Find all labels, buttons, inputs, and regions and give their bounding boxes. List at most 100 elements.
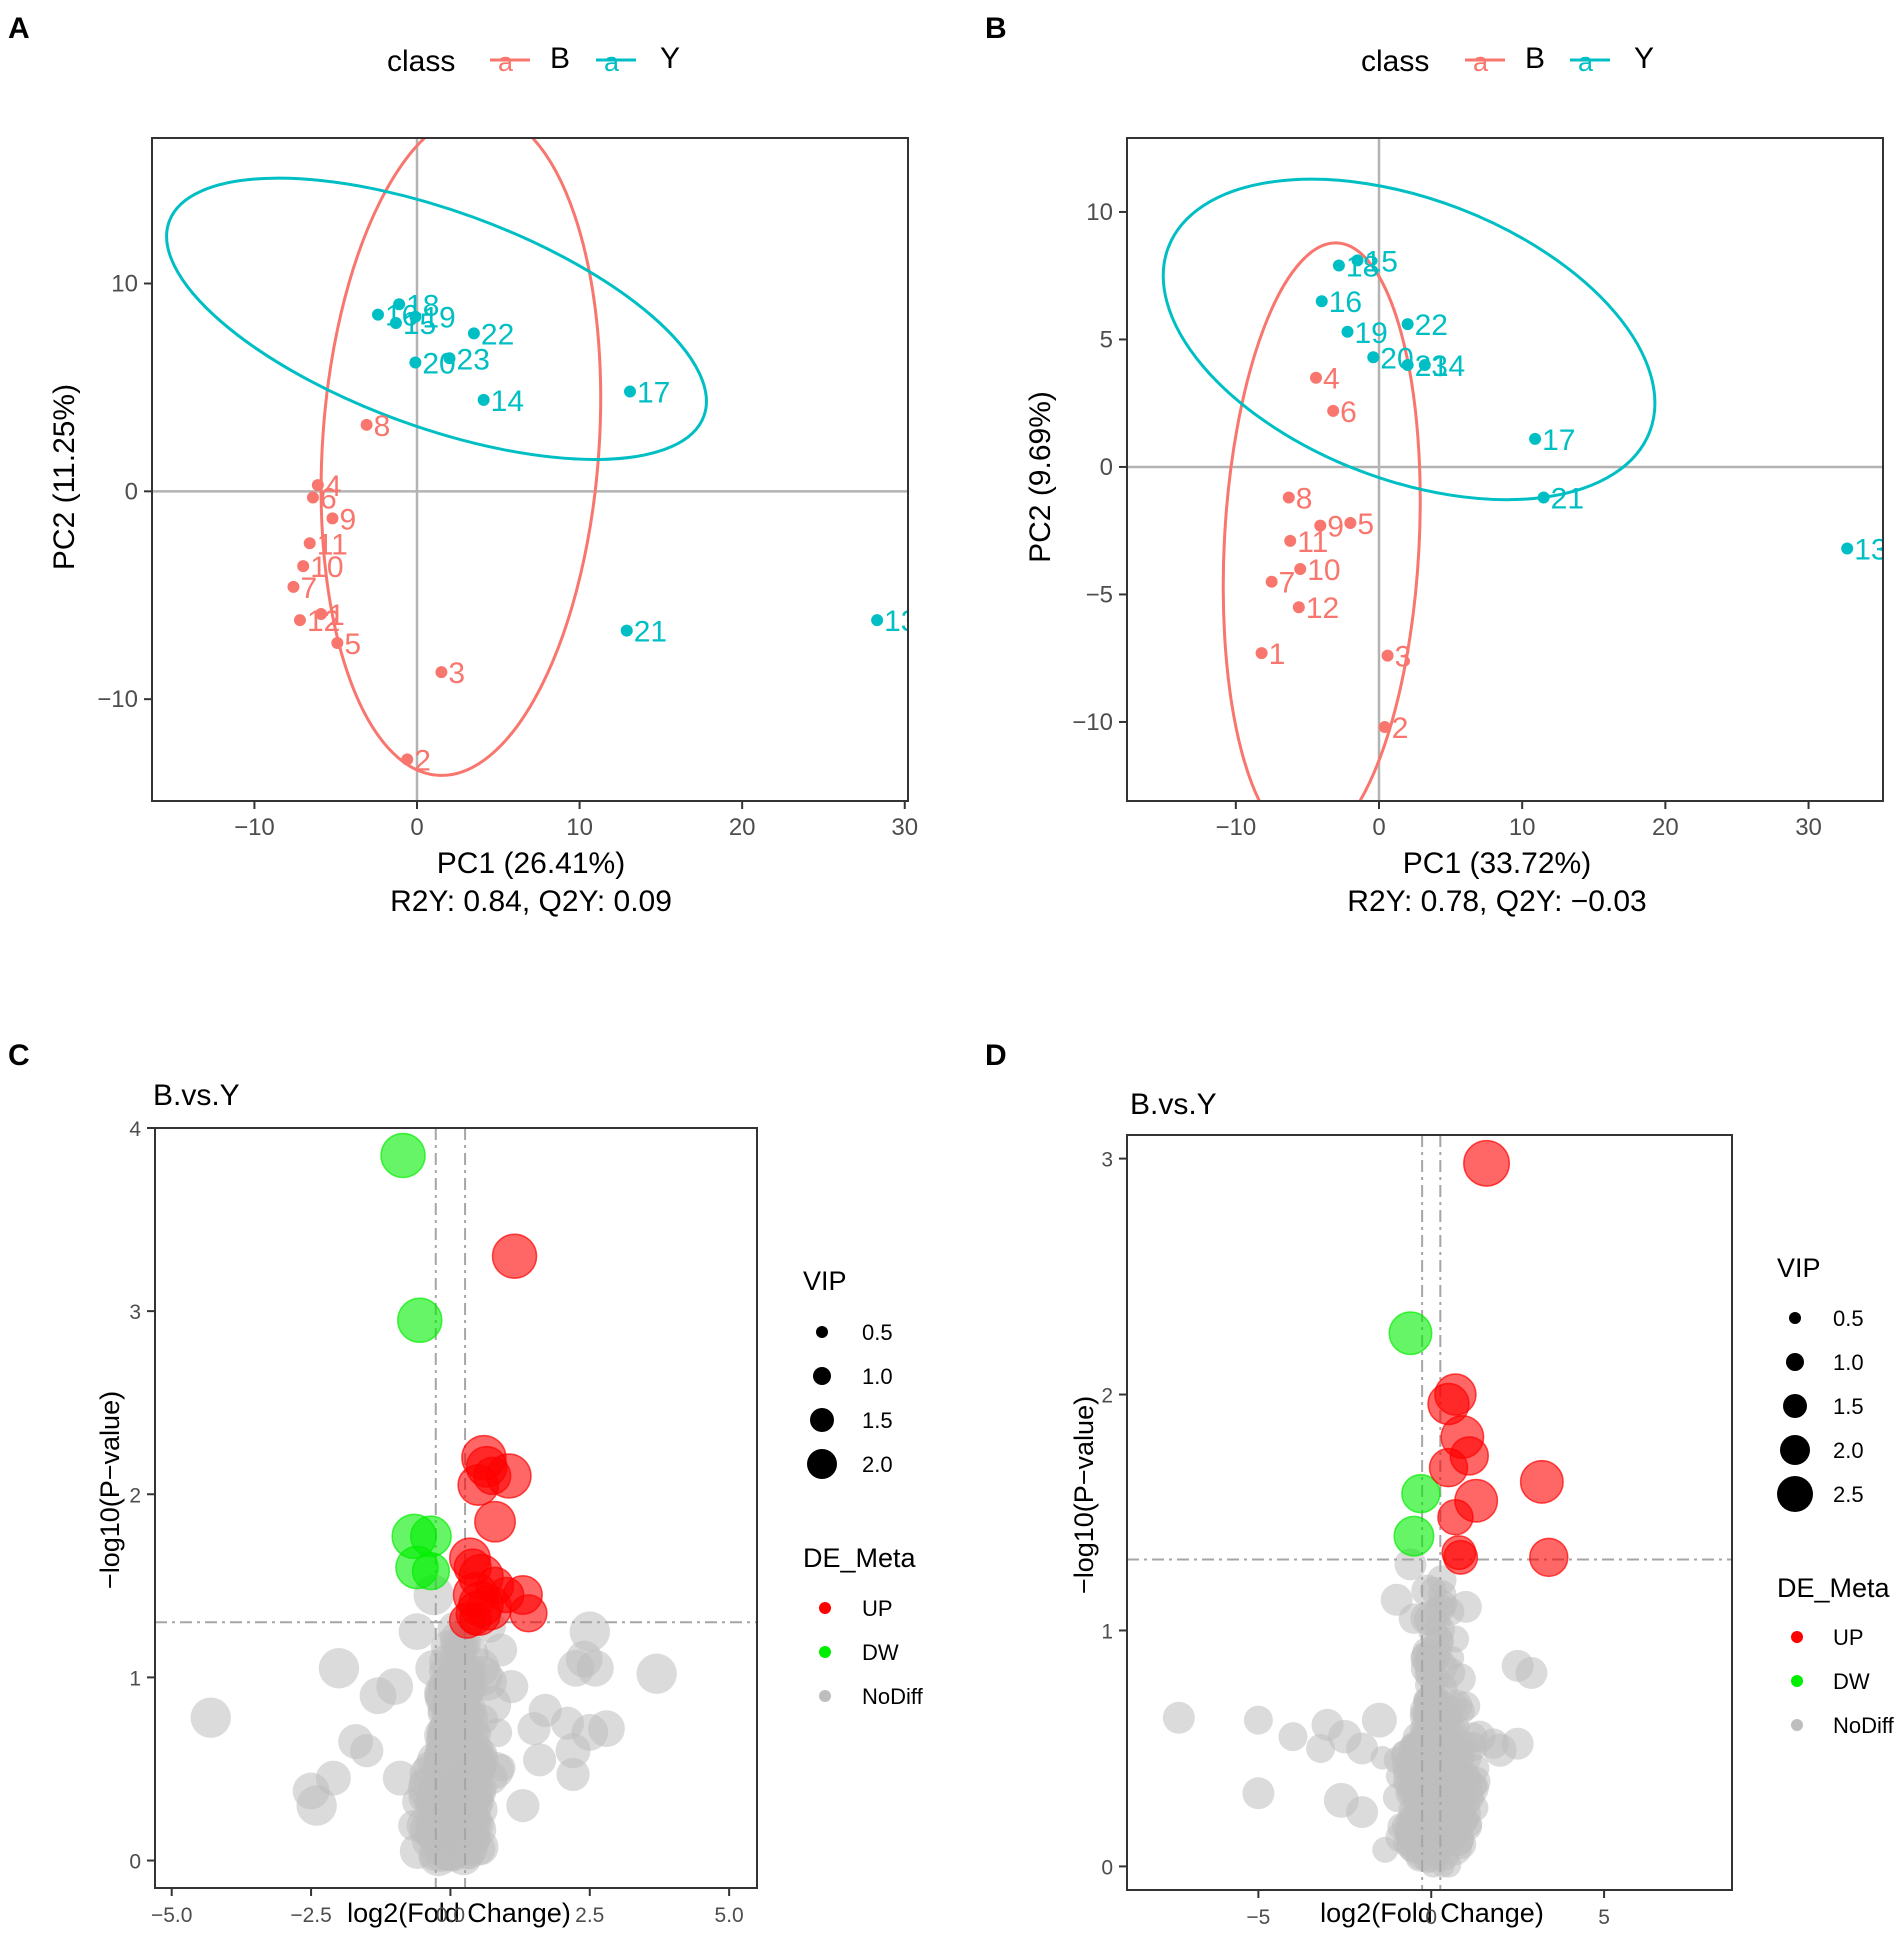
sample-point <box>1418 358 1431 371</box>
y-axis-title: PC2 (9.69%) <box>1024 391 1057 563</box>
sample-point <box>1282 491 1295 504</box>
plot-layer <box>155 1128 757 1888</box>
legend-title: class <box>387 45 455 78</box>
nodiff-point <box>636 1653 677 1694</box>
sample-label: 12 <box>1306 592 1339 625</box>
y-tick-label: 0 <box>1100 454 1113 481</box>
y-tick-label: 3 <box>1101 1149 1113 1172</box>
de-legend-label-up: UP <box>1833 1625 1864 1650</box>
sample-label: 9 <box>1327 511 1344 544</box>
sample-label: 8 <box>1296 483 1313 516</box>
sample-point <box>1265 575 1278 588</box>
nodiff-point <box>1278 1722 1308 1752</box>
sample-label: 16 <box>1329 286 1362 319</box>
sample-label: 22 <box>1415 309 1448 342</box>
sample-label: 14 <box>1432 350 1465 383</box>
sample-point <box>306 491 319 504</box>
sample-point <box>1341 325 1354 338</box>
sample-label: 11 <box>1297 526 1328 559</box>
sample-point <box>1344 517 1357 530</box>
sample-label: 14 <box>491 385 524 418</box>
nodiff-point <box>1424 1610 1451 1636</box>
vip-legend-key <box>810 1408 834 1432</box>
de-legend-title: DE_Meta <box>1777 1573 1891 1603</box>
vip-legend-key <box>816 1326 828 1338</box>
up-point <box>459 1602 492 1636</box>
x-tick-label: 0 <box>1425 1906 1437 1929</box>
de-legend-key-nodiff <box>819 1690 831 1702</box>
nodiff-point <box>1346 1732 1379 1765</box>
y-tick-label: 10 <box>1086 199 1113 226</box>
sample-point <box>409 310 422 323</box>
de-legend-d: DE_Meta UP DW NoDiff <box>1777 1573 1895 1738</box>
y-tick-label: 4 <box>129 1118 141 1141</box>
y-tick-label: −10 <box>1072 709 1113 736</box>
sample-label: 1 <box>1269 638 1286 671</box>
y-axis-title: PC2 (11.25%) <box>48 384 81 570</box>
nodiff-point <box>1478 1728 1509 1759</box>
x-tick-label: −5.0 <box>151 1904 192 1927</box>
nodiff-point <box>315 1760 351 1796</box>
dw-point <box>397 1297 443 1344</box>
confidence-ellipse-y <box>1161 177 1657 502</box>
nodiff-point <box>1440 1776 1470 1806</box>
volcano-plot-c: B.vs.Y log2(Fold Change) −log10(P−value)… <box>95 1079 924 1928</box>
nodiff-point <box>415 1649 453 1687</box>
legend-key-glyph-b: a <box>498 47 514 77</box>
y-tick-label: 5 <box>1100 326 1113 353</box>
x-tick-label: −2.5 <box>290 1904 331 1927</box>
class-legend-a: class a B a Y <box>387 42 680 78</box>
sample-label: 18 <box>1346 251 1379 284</box>
nodiff-point <box>588 1710 625 1748</box>
y-tick-label: 2 <box>129 1484 141 1507</box>
sample-label: 21 <box>634 616 667 649</box>
vip-legend-key <box>1786 1353 1804 1371</box>
de-legend-key-dw <box>819 1646 831 1658</box>
dw-point <box>1393 1515 1435 1557</box>
x-tick-label: 5 <box>1598 1906 1610 1929</box>
sample-label: 1 <box>328 599 345 632</box>
nodiff-point <box>318 1648 360 1689</box>
sample-point <box>477 393 490 406</box>
nodiff-point <box>555 1733 591 1769</box>
nodiff-point <box>444 1733 483 1771</box>
sample-label: 7 <box>1279 567 1296 600</box>
nodiff-point <box>1420 1811 1455 1846</box>
vip-legend-label: 1.0 <box>862 1364 893 1389</box>
dw-point <box>1401 1473 1441 1514</box>
panel-letter-a: A <box>8 12 30 45</box>
up-point <box>1519 1459 1564 1504</box>
sample-point <box>371 308 384 321</box>
sample-label: 23 <box>1415 350 1448 383</box>
up-point <box>474 1500 516 1543</box>
confidence-ellipse-b <box>319 138 603 777</box>
nodiff-point <box>382 1760 418 1796</box>
y-tick-label: 0 <box>125 478 138 505</box>
de-legend-key-up <box>1791 1631 1803 1643</box>
sample-point <box>467 327 480 340</box>
sample-point <box>409 356 422 369</box>
sample-point <box>1284 534 1297 547</box>
volcano-plot-d: B.vs.Y log2(Fold Change) −log10(P−value)… <box>1069 1088 1895 1929</box>
nodiff-point <box>1394 1548 1427 1581</box>
plot-title: B.vs.Y <box>153 1079 240 1112</box>
nodiff-point <box>190 1697 231 1738</box>
vip-legend-label: 1.5 <box>862 1408 893 1433</box>
sample-point <box>1294 562 1307 575</box>
nodiff-point <box>1515 1656 1548 1689</box>
y-tick-label: 0 <box>129 1851 141 1874</box>
pca-plot-b: class a B a Y PC1 (33.72%) R2Y: 0.78, Q2… <box>1024 42 1884 918</box>
up-point <box>491 1233 538 1279</box>
vip-legend-title: VIP <box>1777 1253 1821 1283</box>
sample-point <box>435 666 448 679</box>
nodiff-point <box>296 1785 337 1826</box>
panel-letter-c: C <box>8 1039 30 1072</box>
nodiff-point <box>350 1734 384 1768</box>
sample-label: 17 <box>637 377 670 410</box>
sample-point <box>389 316 402 329</box>
x-tick-label: −5 <box>1246 1906 1270 1929</box>
sample-point <box>393 298 406 311</box>
sample-point <box>331 637 344 650</box>
